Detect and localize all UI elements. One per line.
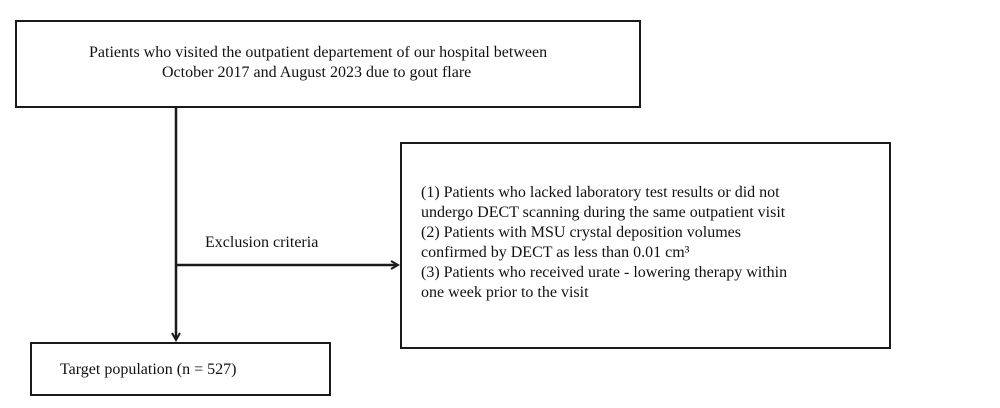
exclusion-line-1: (1) Patients who lacked laboratory test … [421,184,780,201]
exclusion-line-6: one week prior to the visit [421,284,589,301]
target-population-box: Target population (n = 527) [30,342,331,396]
exclusion-line-3: (2) Patients with MSU crystal deposition… [421,224,741,241]
source-line-1: Patients who visited the outpatient depa… [89,44,548,61]
exclusion-criteria-label: Exclusion criteria [205,234,319,251]
source-line-2: October 2017 and August 2023 due to gout… [162,64,472,81]
exclusion-line-2: undergo DECT scanning during the same ou… [421,204,786,221]
exclusion-line-4: confirmed by DECT as less than 0.01 cm³ [421,244,690,261]
source-population-box: Patients who visited the outpatient depa… [15,20,641,108]
exclusion-criteria-box: (1) Patients who lacked laboratory test … [400,142,891,349]
exclusion-line-5: (3) Patients who received urate - loweri… [421,264,788,281]
target-population-label: Target population (n = 527) [60,361,237,378]
